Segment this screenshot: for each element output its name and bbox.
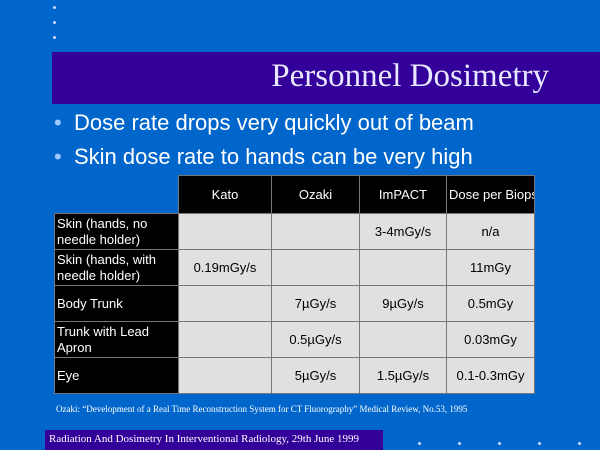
- table-row: Eye 5µGy/s 1.5µGy/s 0.1-0.3mGy: [54, 357, 535, 394]
- table-cell: [178, 213, 272, 250]
- bullet-icon: •: [54, 110, 62, 135]
- table-cell: n/a: [446, 213, 535, 250]
- table-cell: [271, 213, 360, 250]
- row-label: Skin (hands, no needle holder): [54, 213, 179, 250]
- table-cell: 5µGy/s: [271, 357, 360, 394]
- table-cell: 0.19mGy/s: [178, 249, 272, 286]
- row-label: Body Trunk: [54, 285, 179, 322]
- table-cell: [178, 321, 272, 358]
- slide-title: Personnel Dosimetry: [271, 58, 549, 94]
- table-cell: 1.5µGy/s: [359, 357, 447, 394]
- table-cell: 11mGy: [446, 249, 535, 286]
- footnote-citation: Ozaki: “Development of a Real Time Recon…: [56, 404, 468, 414]
- row-label: Eye: [54, 357, 179, 394]
- dot-icon: [53, 6, 56, 9]
- table-row: Trunk with Lead Apron 0.5µGy/s 0.03mGy: [54, 321, 535, 358]
- column-header: Dose per Biopsy (60s): [446, 175, 535, 214]
- dot-icon: [458, 442, 461, 445]
- dosimetry-table: Kato Ozaki ImPACT Dose per Biopsy (60s) …: [54, 175, 535, 394]
- table-cell: 0.1-0.3mGy: [446, 357, 535, 394]
- table-cell: [271, 249, 360, 286]
- column-header: Kato: [178, 175, 272, 214]
- bullet-list: • Dose rate drops very quickly out of be…: [54, 110, 594, 178]
- table-cell: [178, 357, 272, 394]
- table-cell: 0.03mGy: [446, 321, 535, 358]
- row-label: Trunk with Lead Apron: [54, 321, 179, 358]
- table-row: Body Trunk 7µGy/s 9µGy/s 0.5mGy: [54, 285, 535, 322]
- column-header: Ozaki: [271, 175, 360, 214]
- table-header-row: Kato Ozaki ImPACT Dose per Biopsy (60s): [54, 175, 535, 214]
- table-cell: [359, 321, 447, 358]
- dot-icon: [53, 36, 56, 39]
- table-corner: [54, 175, 179, 214]
- table-cell: [359, 249, 447, 286]
- dot-icon: [418, 442, 421, 445]
- table-cell: 3-4mGy/s: [359, 213, 447, 250]
- table-cell: 9µGy/s: [359, 285, 447, 322]
- table-cell: 0.5µGy/s: [271, 321, 360, 358]
- dot-icon: [498, 442, 501, 445]
- bullet-text: Dose rate drops very quickly out of beam: [74, 110, 474, 135]
- dot-icon: [538, 442, 541, 445]
- bullet-item: • Skin dose rate to hands can be very hi…: [54, 144, 594, 178]
- column-header: ImPACT: [359, 175, 447, 214]
- footer-band: Radiation And Dosimetry In Interventiona…: [45, 430, 383, 450]
- dot-icon: [53, 21, 56, 24]
- dot-icon: [578, 442, 581, 445]
- table-cell: 0.5mGy: [446, 285, 535, 322]
- bullet-item: • Dose rate drops very quickly out of be…: [54, 110, 594, 144]
- decorative-dots: [52, 6, 60, 51]
- table-row: Skin (hands, with needle holder) 0.19mGy…: [54, 249, 535, 286]
- title-band: Personnel Dosimetry: [52, 52, 600, 104]
- table-cell: 7µGy/s: [271, 285, 360, 322]
- footer-text: Radiation And Dosimetry In Interventiona…: [49, 433, 359, 445]
- table-row: Skin (hands, no needle holder) 3-4mGy/s …: [54, 213, 535, 250]
- table-cell: [178, 285, 272, 322]
- row-label: Skin (hands, with needle holder): [54, 249, 179, 286]
- bullet-icon: •: [54, 144, 62, 169]
- bullet-text: Skin dose rate to hands can be very high: [74, 144, 473, 169]
